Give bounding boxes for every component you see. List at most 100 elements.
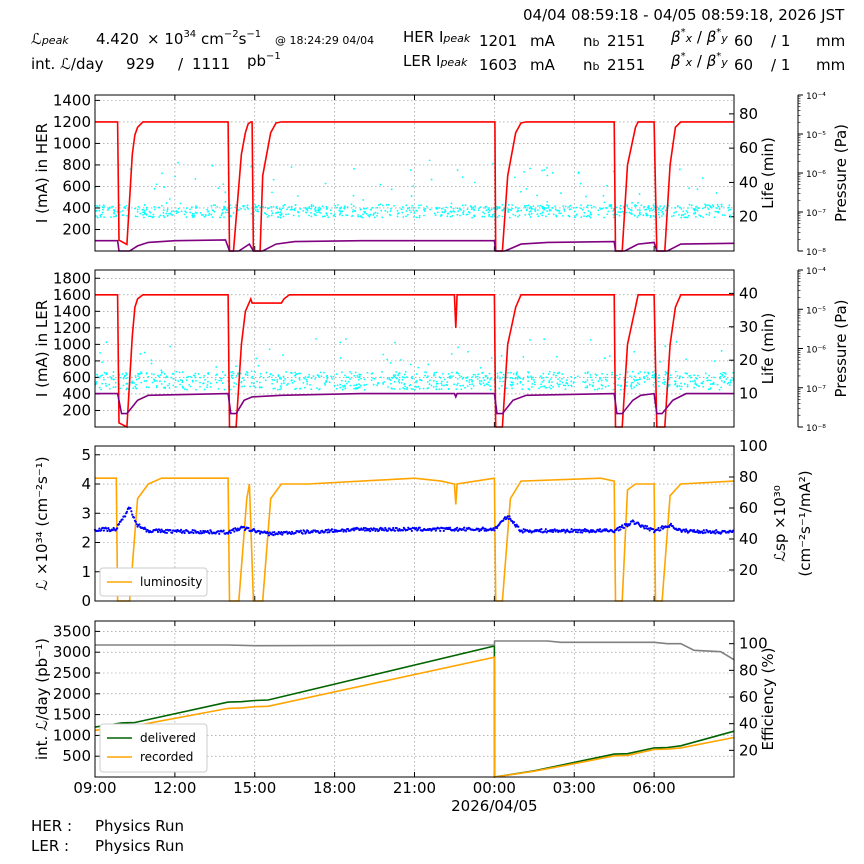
pressure-point [313,213,316,215]
pressure-point [397,374,399,377]
pressure-point [661,381,664,384]
pressure-point [417,366,420,369]
pressure-point [451,214,454,217]
pressure-point [649,214,652,217]
pressure-point [189,208,191,211]
specific-luminosity-point [622,526,626,529]
pressure-point [473,209,475,212]
pressure-point [272,387,275,390]
pressure-point [103,378,105,381]
pressure-point [376,206,379,209]
pressure-point [548,379,551,382]
specific-luminosity-point [574,530,578,534]
pressure-point [99,215,102,218]
pressure-point [420,204,422,207]
pressure-point [194,376,197,379]
specific-luminosity-point [346,527,350,531]
pressure-point [243,385,246,388]
pressure-point [586,386,589,389]
pressure-point [177,161,179,164]
pressure-point [567,214,570,217]
pressure-point [536,194,539,197]
pressure-point [208,212,211,215]
specific-luminosity-point [373,527,376,530]
pressure-point [474,205,476,208]
pressure-point [577,171,580,174]
pressure-point [268,214,270,217]
pressure-point [240,381,243,384]
pressure-point [218,379,221,382]
pressure-point [490,208,493,211]
pressure-point [452,375,454,378]
pressure-point [586,379,589,381]
pressure-point [678,377,681,380]
pressure-point [359,208,362,211]
pressure-point [727,206,730,209]
pressure-point [250,381,253,384]
pressure-point [112,371,115,373]
pressure-point [647,205,650,207]
pressure-point [499,371,502,374]
pressure-point [279,211,282,214]
pressure-point [333,213,336,216]
specific-luminosity-point [379,526,382,530]
pressure-point [340,210,343,213]
specific-luminosity-point [247,526,250,530]
pressure-point [668,383,671,386]
pressure-point [482,376,485,379]
pressure-point [195,379,197,382]
pressure-point [537,215,540,218]
pressure-point [465,213,468,216]
pressure-point [583,212,586,214]
specific-luminosity-point [523,530,526,533]
specific-luminosity-point [228,529,231,532]
pressure-point [563,210,566,212]
pressure-point [706,377,708,380]
pressure-point [271,212,274,215]
pressure-point [355,388,357,390]
pressure-point [659,360,661,363]
pressure-point [587,210,590,212]
pressure-point [531,386,533,388]
pressure-point [648,209,651,212]
pressure-point [339,212,342,215]
y-tick-label: 3500 [53,622,91,640]
pressure-point [137,372,139,375]
pressure-point [250,212,253,215]
her-ipeak-unit: mA [530,32,555,50]
pressure-point [222,211,224,214]
specific-luminosity-point [492,527,495,530]
pressure-point [516,371,519,374]
pressure-point [727,209,730,212]
specific-luminosity-point [442,529,445,532]
pressure-point [220,214,223,217]
pressure-point [276,378,279,381]
pressure-point [217,387,220,390]
pressure-point [728,204,731,207]
pressure-point [418,204,420,207]
pressure-point [168,387,171,389]
pressure-point [534,383,536,386]
pressure-point [519,377,522,380]
pressure-point [684,213,686,215]
pressure-point [434,214,437,216]
specific-luminosity-point [598,530,601,533]
specific-luminosity-point [448,526,452,529]
pressure-point [638,378,641,381]
pressure-point [517,207,520,209]
pressure-point [701,207,704,210]
specific-luminosity-point [233,530,236,533]
y2-tick-label: 80 [739,468,758,486]
pressure-point [290,371,292,374]
pressure-point [286,208,288,211]
pressure-point [496,372,499,375]
pressure-point [116,210,119,213]
pressure-point [601,387,603,390]
pressure-point [682,214,685,216]
pressure-point [267,207,269,210]
pressure-point [336,203,339,206]
pressure-point [153,380,156,382]
specific-luminosity-point [406,528,409,532]
pressure-point [620,385,622,388]
pressure-point [547,204,550,207]
